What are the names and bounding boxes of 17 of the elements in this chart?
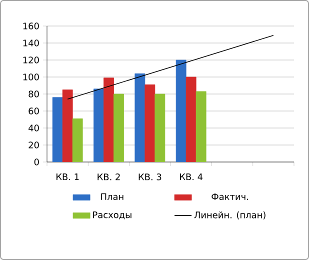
y-tick-label: 0 — [34, 158, 39, 166]
legend-label: Фактич. — [212, 193, 248, 200]
x-tick-label: КВ. 2 — [98, 174, 120, 180]
y-tick-label: 80 — [28, 90, 39, 98]
y-tick-label: 140 — [23, 40, 39, 46]
x-tick-label: КВ. 1 — [56, 174, 79, 180]
legend-label: Линейн. (план) — [194, 211, 266, 220]
y-tick-label: 120 — [23, 56, 39, 64]
legend-label: Расходы — [93, 212, 132, 220]
x-tick-label: КВ. 4 — [180, 174, 203, 180]
legend-label: План — [101, 193, 124, 200]
y-tick-label: 20 — [28, 142, 39, 148]
y-tick-label: 160 — [23, 22, 39, 30]
x-tick-label: КВ. 3 — [138, 174, 162, 180]
y-tick-label: 60 — [28, 108, 39, 114]
y-tick-label: 100 — [23, 74, 39, 80]
y-tick-label: 40 — [28, 124, 39, 132]
